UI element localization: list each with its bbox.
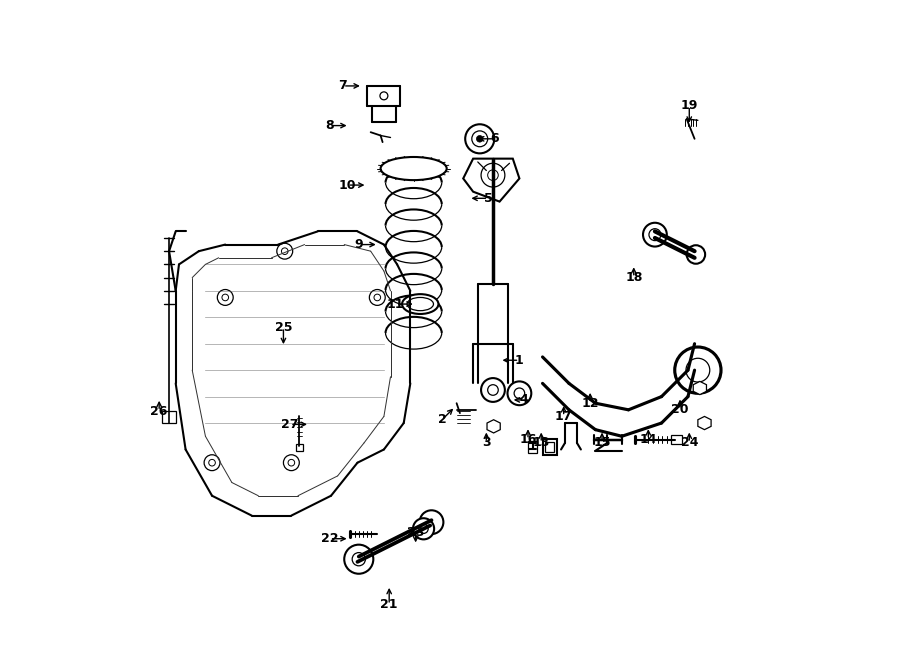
Ellipse shape	[381, 157, 446, 180]
Text: 19: 19	[680, 99, 698, 112]
Text: 1: 1	[515, 354, 524, 367]
Text: 13: 13	[533, 436, 550, 449]
Circle shape	[282, 248, 288, 254]
Text: 24: 24	[680, 436, 698, 449]
Circle shape	[476, 136, 483, 142]
Circle shape	[482, 378, 505, 402]
Text: 4: 4	[519, 393, 528, 407]
Text: 17: 17	[555, 410, 572, 423]
Text: 14: 14	[640, 433, 657, 446]
Text: 9: 9	[355, 238, 363, 251]
Text: 22: 22	[321, 532, 338, 545]
Bar	[545, 442, 554, 452]
Ellipse shape	[402, 294, 438, 314]
Polygon shape	[487, 420, 500, 433]
Circle shape	[419, 510, 444, 534]
Circle shape	[488, 385, 499, 395]
Text: 20: 20	[671, 403, 688, 416]
Text: 12: 12	[581, 397, 598, 410]
Circle shape	[514, 388, 525, 399]
Text: 16: 16	[519, 433, 536, 446]
Text: 10: 10	[338, 178, 356, 192]
Circle shape	[687, 245, 705, 264]
Bar	[543, 439, 557, 455]
Text: 27: 27	[282, 418, 299, 431]
Bar	[528, 441, 537, 453]
Circle shape	[418, 524, 428, 533]
Polygon shape	[464, 159, 519, 202]
Ellipse shape	[407, 297, 434, 311]
Circle shape	[209, 459, 215, 466]
Circle shape	[649, 229, 661, 241]
Text: 25: 25	[274, 321, 292, 334]
Text: 8: 8	[326, 119, 334, 132]
Text: 5: 5	[484, 192, 492, 205]
Bar	[671, 435, 682, 444]
Circle shape	[344, 545, 374, 574]
Text: 6: 6	[491, 132, 500, 145]
Circle shape	[508, 381, 531, 405]
Circle shape	[288, 459, 294, 466]
Circle shape	[222, 294, 229, 301]
Circle shape	[472, 131, 488, 147]
Circle shape	[643, 223, 667, 247]
Bar	[296, 444, 302, 451]
Text: 26: 26	[150, 405, 167, 418]
Text: 23: 23	[407, 525, 424, 539]
Circle shape	[352, 553, 365, 566]
Circle shape	[686, 358, 710, 382]
Text: 18: 18	[626, 271, 643, 284]
Text: 21: 21	[381, 598, 398, 611]
Circle shape	[374, 294, 381, 301]
Polygon shape	[698, 416, 711, 430]
Polygon shape	[693, 381, 706, 395]
Text: 3: 3	[482, 436, 491, 449]
Circle shape	[465, 124, 494, 153]
Circle shape	[675, 347, 721, 393]
Text: 15: 15	[593, 436, 611, 449]
Text: 2: 2	[437, 413, 446, 426]
Text: 7: 7	[338, 79, 347, 93]
Circle shape	[413, 518, 434, 539]
FancyBboxPatch shape	[162, 411, 176, 423]
Text: 11: 11	[387, 297, 404, 311]
